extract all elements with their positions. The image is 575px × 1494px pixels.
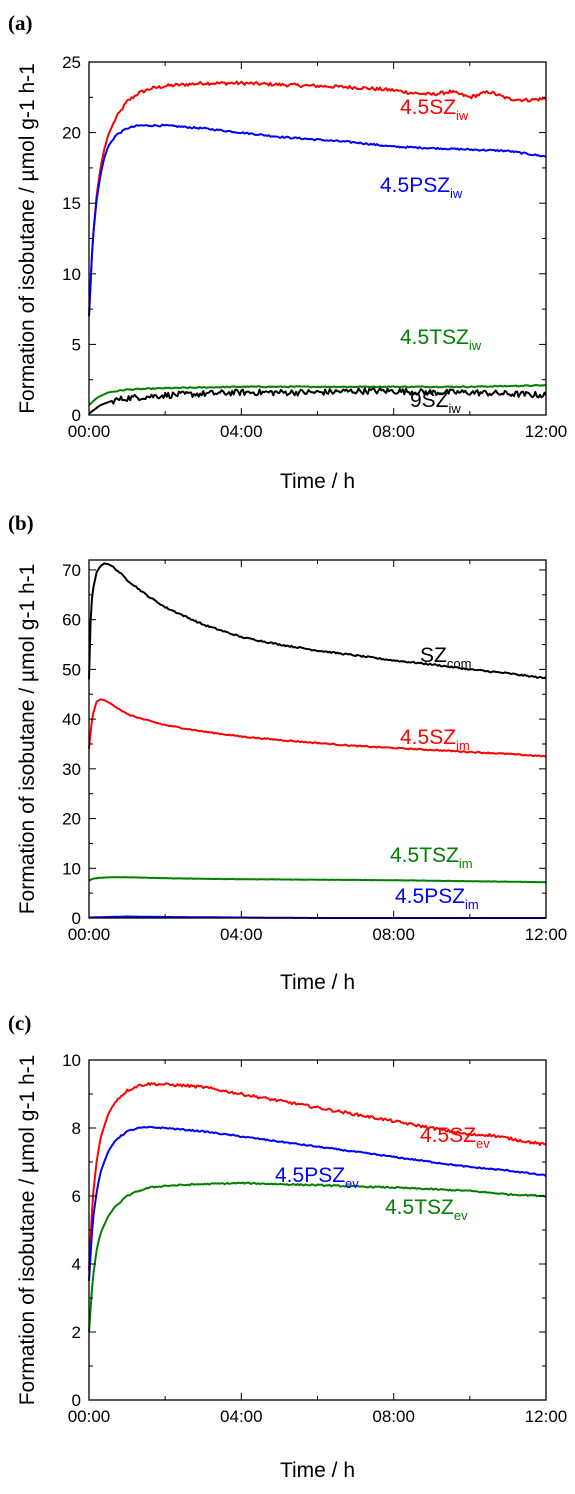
series-label-4.5PSZiw: 4.5PSZiw: [380, 174, 463, 201]
x-tick-label: 00:00: [68, 422, 111, 441]
chart-panel-1: (b) 00:00 04:00 08:00 12:00 0 10 20 30 40 50 60 70 Ti…: [8, 511, 567, 994]
series-label-main: 9SZ: [410, 389, 449, 412]
y-tick-label: 4: [72, 1255, 81, 1274]
series-label-4.5TSZim: 4.5TSZim: [390, 844, 473, 871]
y-tick-label: 70: [62, 561, 81, 580]
chart-panel-2: (c) 00:00 04:00 08:00 12:00 0 2 4 6 8 10 Time / h Fo…: [8, 1011, 567, 1482]
series-line-9SZiw: [88, 387, 547, 415]
x-tick-label: 12:00: [525, 925, 568, 944]
series-label-subscript: im: [465, 897, 479, 912]
series-label-main: 4.5SZ: [400, 96, 456, 119]
y-tick-label: 2: [72, 1323, 81, 1342]
series-label-main: SZ: [420, 644, 447, 667]
x-tick-label: 08:00: [372, 1407, 415, 1426]
y-tick-label: 20: [62, 124, 81, 143]
series-label-4.5SZev: 4.5SZev: [420, 1124, 490, 1151]
y-axis-title: Formation of isobutane / µmol g-1 h-1: [16, 63, 39, 414]
series-label-subscript: iw: [456, 108, 469, 123]
series-label-9SZiw: 9SZiw: [410, 389, 461, 416]
series-label-main: 4.5SZ: [420, 1124, 476, 1147]
panel-letter: (c): [8, 1011, 31, 1035]
x-axis-title: Time / h: [280, 470, 355, 493]
chart-panel-0: (a) 00:00 04:00 08:00 12:00 0 5 10 15 20 25 Time / …: [8, 11, 567, 493]
x-tick-label: 04:00: [220, 422, 263, 441]
series-line-4.5TSZim: [88, 876, 547, 884]
y-tick-label: 8: [72, 1119, 81, 1138]
series-label-4.5TSZiw: 4.5TSZiw: [400, 326, 482, 353]
series-label-4.5TSZev: 4.5TSZev: [385, 1196, 468, 1223]
x-tick-label: 04:00: [220, 925, 263, 944]
series-label-subscript: iw: [449, 401, 462, 416]
series-label-main: 4.5PSZ: [275, 1164, 345, 1187]
series-line-4.5PSZiw: [88, 123, 547, 317]
y-tick-label: 0: [72, 406, 81, 425]
series-label-subscript: iw: [450, 186, 463, 201]
series-label-subscript: ev: [476, 1136, 490, 1151]
x-axis-title: Time / h: [280, 1459, 355, 1482]
series-line-4.5SZim: [88, 698, 547, 758]
series-label-main: 4.5PSZ: [395, 885, 465, 908]
plot-frame: [88, 1059, 547, 1401]
y-tick-label: 60: [62, 611, 81, 630]
x-tick-label: 12:00: [525, 422, 568, 441]
plot-frame: [88, 61, 547, 416]
series-label-4.5PSZev: 4.5PSZev: [275, 1164, 359, 1191]
plot-frame: [88, 559, 547, 919]
y-tick-label: 10: [62, 265, 81, 284]
series-label-SZcom: SZcom: [420, 644, 471, 671]
series-label-subscript: ev: [454, 1208, 468, 1223]
y-tick-label: 10: [62, 859, 81, 878]
y-tick-label: 30: [62, 760, 81, 779]
y-tick-label: 50: [62, 660, 81, 679]
series-label-subscript: ev: [345, 1176, 359, 1191]
panel-letter: (b): [8, 511, 34, 535]
series-label-main: 4.5TSZ: [385, 1196, 454, 1219]
y-tick-label: 40: [62, 710, 81, 729]
x-tick-label: 08:00: [372, 925, 415, 944]
x-tick-label: 00:00: [68, 925, 111, 944]
series-line-SZcom: [88, 562, 547, 680]
y-tick-label: 0: [72, 909, 81, 928]
series-line-4.5SZiw: [88, 80, 547, 317]
series-label-subscript: com: [447, 656, 472, 671]
series-label-main: 4.5SZ: [400, 726, 456, 749]
y-tick-label: 15: [62, 194, 81, 213]
series-label-4.5SZim: 4.5SZim: [400, 726, 470, 753]
series-label-main: 4.5PSZ: [380, 174, 450, 197]
x-tick-label: 12:00: [525, 1407, 568, 1426]
y-tick-label: 6: [72, 1187, 81, 1206]
series-line-4.5PSZev: [88, 1125, 547, 1282]
series-label-subscript: im: [456, 738, 470, 753]
series-label-main: 4.5TSZ: [400, 326, 469, 349]
x-tick-label: 00:00: [68, 1407, 111, 1426]
y-tick-label: 0: [72, 1391, 81, 1410]
x-axis-title: Time / h: [280, 971, 355, 994]
series-line-4.5TSZiw: [88, 384, 546, 406]
series-line-4.5SZev: [88, 1082, 547, 1271]
x-tick-label: 08:00: [372, 422, 415, 441]
y-tick-label: 20: [62, 810, 81, 829]
series-label-4.5PSZim: 4.5PSZim: [395, 885, 479, 912]
series-label-4.5SZiw: 4.5SZiw: [400, 96, 469, 123]
y-tick-label: 5: [72, 335, 81, 354]
y-tick-label: 25: [62, 53, 81, 72]
x-tick-label: 04:00: [220, 1407, 263, 1426]
series-label-subscript: iw: [469, 338, 482, 353]
series-line-4.5TSZev: [88, 1181, 547, 1333]
y-tick-label: 10: [62, 1051, 81, 1070]
series-label-subscript: im: [459, 856, 473, 871]
panel-letter: (a): [8, 11, 33, 35]
series-label-main: 4.5TSZ: [390, 844, 459, 867]
y-axis-title: Formation of isobutane / µmol g-1 h-1: [16, 564, 39, 915]
y-axis-title: Formation of isobutane / µmol g-1 h-1: [16, 1055, 39, 1406]
